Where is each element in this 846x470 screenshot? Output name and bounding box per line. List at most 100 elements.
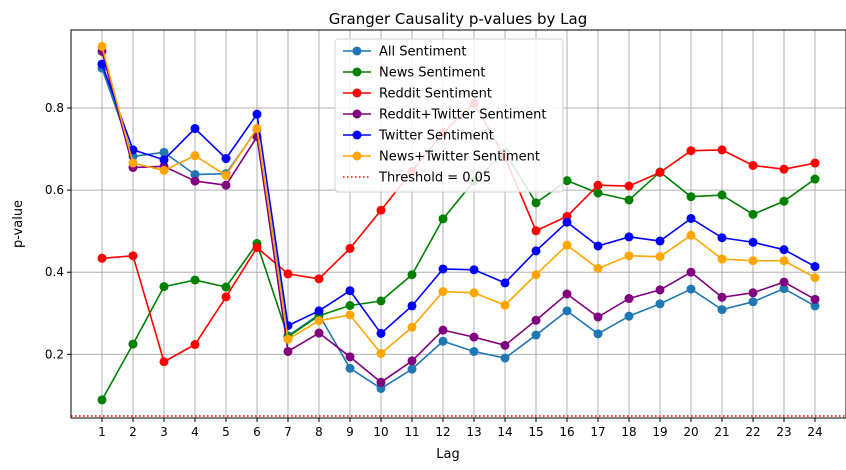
legend-marker [352, 151, 362, 161]
data-point [159, 357, 169, 367]
data-point [748, 209, 758, 219]
legend-entry: News Sentiment [343, 66, 485, 81]
data-point [438, 287, 448, 297]
data-point [686, 213, 696, 223]
data-point [810, 261, 820, 271]
data-point [469, 332, 479, 342]
data-point [221, 292, 231, 302]
data-point [438, 336, 448, 346]
data-point [252, 243, 262, 253]
legend-entry: News+Twitter Sentiment [343, 150, 540, 165]
x-tick-label: 14 [497, 425, 512, 439]
data-point [500, 353, 510, 363]
data-point [469, 265, 479, 275]
data-point [500, 340, 510, 350]
x-tick-label: 9 [346, 425, 354, 439]
legend-label: Reddit Sentiment [379, 87, 492, 102]
data-point [810, 301, 820, 311]
data-point [500, 300, 510, 310]
data-point [97, 59, 107, 69]
data-point [562, 217, 572, 227]
data-point [717, 292, 727, 302]
data-point [376, 383, 386, 393]
data-point [531, 226, 541, 236]
legend-label: All Sentiment [379, 45, 466, 60]
x-axis-label: Lag [436, 447, 459, 462]
legend-marker [352, 88, 362, 98]
legend-entry: Reddit+Twitter Sentiment [343, 108, 546, 123]
data-point [128, 158, 138, 168]
data-point [624, 294, 634, 304]
x-tick-label: 18 [621, 425, 636, 439]
data-point [593, 180, 603, 190]
data-point [438, 264, 448, 274]
data-point [314, 306, 324, 316]
data-point [748, 288, 758, 298]
data-point [314, 316, 324, 326]
legend-label: Twitter Sentiment [378, 129, 494, 144]
data-point [376, 349, 386, 359]
data-point [810, 273, 820, 283]
legend-marker [352, 46, 362, 56]
data-point [221, 282, 231, 292]
x-axis: 1 2 3 4 5 6 7 8 9 10 11 12 13 14 15 16 17 18 19 20 21 22 23 24 [98, 418, 823, 439]
legend-marker [352, 130, 362, 140]
data-point [407, 364, 417, 374]
data-point [500, 278, 510, 288]
data-point [717, 145, 727, 155]
data-point [345, 310, 355, 320]
data-point [624, 195, 634, 205]
data-point [655, 236, 665, 246]
data-point [159, 147, 169, 157]
x-tick-label: 11 [404, 425, 419, 439]
series-line [101, 51, 816, 384]
data-point [562, 306, 572, 316]
data-point [97, 253, 107, 263]
data-point [376, 328, 386, 338]
x-tick-label: 12 [435, 425, 450, 439]
y-tick-label: 0.8 [45, 101, 64, 115]
x-tick-label: 20 [683, 425, 698, 439]
data-point [190, 176, 200, 186]
data-point [686, 192, 696, 202]
data-point [717, 254, 727, 264]
data-point [686, 267, 696, 277]
data-point [531, 270, 541, 280]
data-point [717, 233, 727, 243]
data-point [97, 395, 107, 405]
data-point [283, 269, 293, 279]
data-point [624, 251, 634, 261]
data-point [252, 109, 262, 119]
data-point [531, 198, 541, 208]
x-tick-label: 2 [129, 425, 137, 439]
series-layer [97, 41, 820, 405]
series-line [101, 46, 816, 355]
data-point [748, 297, 758, 307]
legend: All Sentiment News Sentiment Reddit Sentim… [334, 38, 564, 193]
x-tick-label: 23 [776, 425, 791, 439]
data-point [314, 274, 324, 284]
data-point [748, 256, 758, 266]
data-point [221, 154, 231, 164]
data-point [810, 174, 820, 184]
data-point [686, 230, 696, 240]
data-point [593, 241, 603, 251]
x-tick-label: 3 [160, 425, 168, 439]
data-point [562, 176, 572, 186]
legend-entry: Twitter Sentiment [343, 129, 494, 144]
data-point [438, 325, 448, 335]
data-point [283, 334, 293, 344]
data-point [314, 328, 324, 338]
data-point [531, 246, 541, 256]
y-axis: 0.2 0.4 0.6 0.8 [45, 101, 71, 361]
data-point [190, 340, 200, 350]
data-point [469, 346, 479, 356]
x-tick-label: 8 [315, 425, 323, 439]
data-point [779, 164, 789, 174]
data-point [221, 170, 231, 180]
data-point [128, 251, 138, 261]
data-point [624, 311, 634, 321]
legend-entry: All Sentiment [343, 45, 466, 60]
data-point [190, 151, 200, 161]
